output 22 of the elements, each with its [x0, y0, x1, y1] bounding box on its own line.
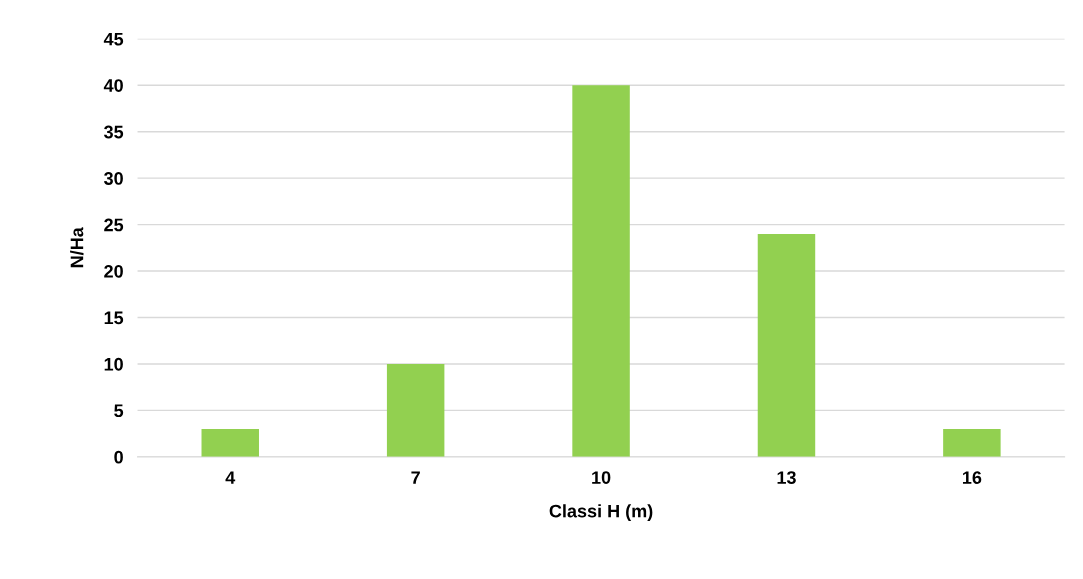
y-tick-label: 30: [103, 172, 123, 185]
bar: [757, 233, 816, 457]
x-axis-title: Classi H (m): [549, 504, 653, 522]
y-tick-label: 20: [104, 264, 123, 278]
bar: [386, 363, 445, 457]
x-tick-label: 16: [962, 471, 982, 484]
bar: [572, 85, 630, 457]
x-tick-label: 13: [777, 471, 796, 485]
bar: [201, 428, 259, 457]
y-tick-label: 35: [103, 125, 124, 139]
y-tick-label: 10: [104, 357, 123, 371]
y-tick-label: 0: [114, 450, 123, 464]
y-tick-label: 15: [104, 311, 124, 325]
bar: [943, 428, 1001, 457]
x-tick-label: 4: [225, 471, 236, 484]
y-tick-label: 40: [103, 79, 123, 92]
x-tick-label: 7: [411, 471, 420, 484]
y-tick-label: 45: [103, 32, 124, 46]
y-axis-title: N/Ha: [70, 227, 84, 268]
y-tick-label: 25: [104, 218, 124, 232]
x-tick-label: 10: [592, 471, 611, 484]
y-tick-label: 5: [114, 404, 124, 418]
